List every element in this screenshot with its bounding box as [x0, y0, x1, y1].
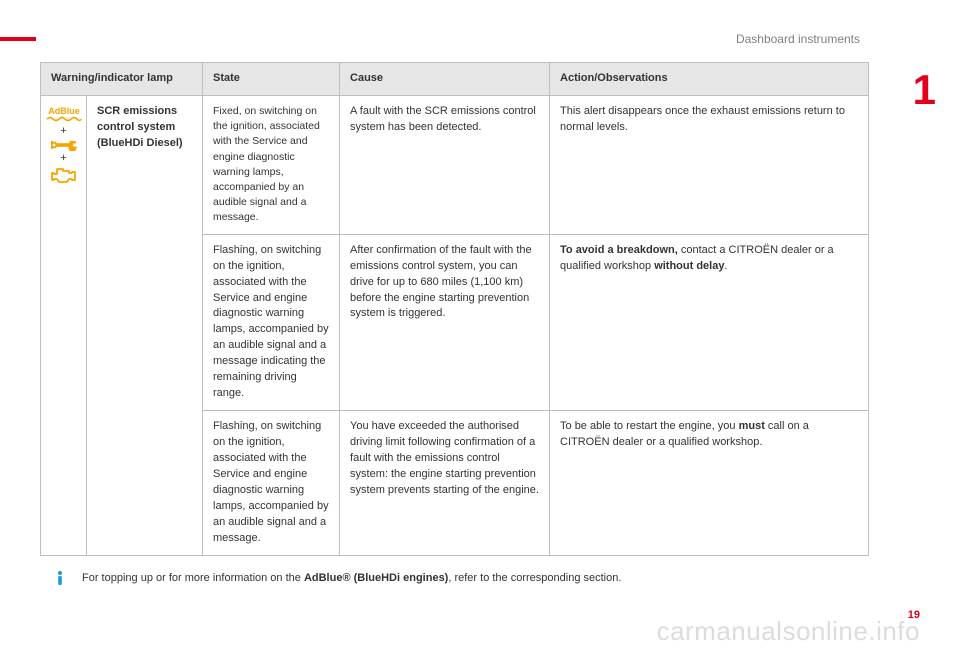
- col-header-state: State: [203, 63, 340, 96]
- action-cell: To be able to restart the engine, you mu…: [550, 411, 869, 556]
- info-note: For topping up or for more information o…: [52, 570, 621, 586]
- breadcrumb: Dashboard instruments: [736, 32, 860, 46]
- action-bold-suffix: without delay: [654, 260, 724, 272]
- state-cell: Fixed, on switching on the ignition, ass…: [203, 95, 340, 234]
- lamp-name-line1: SCR emissions: [97, 105, 177, 117]
- lamp-name-line2: control system: [97, 121, 175, 133]
- engine-icon: [51, 166, 77, 186]
- action-bold-prefix: To avoid a breakdown,: [560, 244, 678, 256]
- page-number: 19: [908, 609, 920, 621]
- action-pre: To be able to restart the engine, you: [560, 420, 739, 432]
- adblue-icon: AdBlue: [45, 104, 83, 124]
- info-icon: [52, 570, 68, 586]
- cause-cell: After confirmation of the fault with the…: [340, 234, 550, 410]
- info-post: , refer to the corresponding section.: [448, 572, 621, 584]
- lamp-name-line3: (BlueHDi Diesel): [97, 137, 183, 149]
- wrench-icon: [51, 139, 77, 151]
- table-header-row: Warning/indicator lamp State Cause Actio…: [41, 63, 869, 96]
- svg-text:AdBlue: AdBlue: [48, 106, 80, 116]
- plus-separator: +: [60, 153, 66, 164]
- cause-cell: You have exceeded the authorised driving…: [340, 411, 550, 556]
- info-bold: AdBlue® (BlueHDi engines): [304, 572, 448, 584]
- action-cell: This alert disappears once the exhaust e…: [550, 95, 869, 234]
- cause-cell: A fault with the SCR emissions control s…: [340, 95, 550, 234]
- accent-bar: [0, 37, 36, 41]
- action-cell: To avoid a breakdown, contact a CITROËN …: [550, 234, 869, 410]
- watermark: carmanualsonline.info: [657, 616, 920, 647]
- state-cell: Flashing, on switching on the ignition, …: [203, 234, 340, 410]
- lamp-name-cell: SCR emissions control system (BlueHDi Di…: [87, 95, 203, 555]
- table-row: AdBlue + +: [41, 95, 869, 234]
- col-header-action: Action/Observations: [550, 63, 869, 96]
- lamp-icons-cell: AdBlue + +: [41, 95, 87, 555]
- chapter-number: 1: [913, 66, 936, 114]
- warning-lamp-table: Warning/indicator lamp State Cause Actio…: [40, 62, 869, 556]
- state-cell: Flashing, on switching on the ignition, …: [203, 411, 340, 556]
- info-text: For topping up or for more information o…: [82, 572, 621, 584]
- action-tail: .: [724, 260, 727, 272]
- col-header-lamp: Warning/indicator lamp: [41, 63, 203, 96]
- action-bold: must: [739, 420, 765, 432]
- col-header-cause: Cause: [340, 63, 550, 96]
- info-pre: For topping up or for more information o…: [82, 572, 304, 584]
- plus-separator: +: [60, 126, 66, 137]
